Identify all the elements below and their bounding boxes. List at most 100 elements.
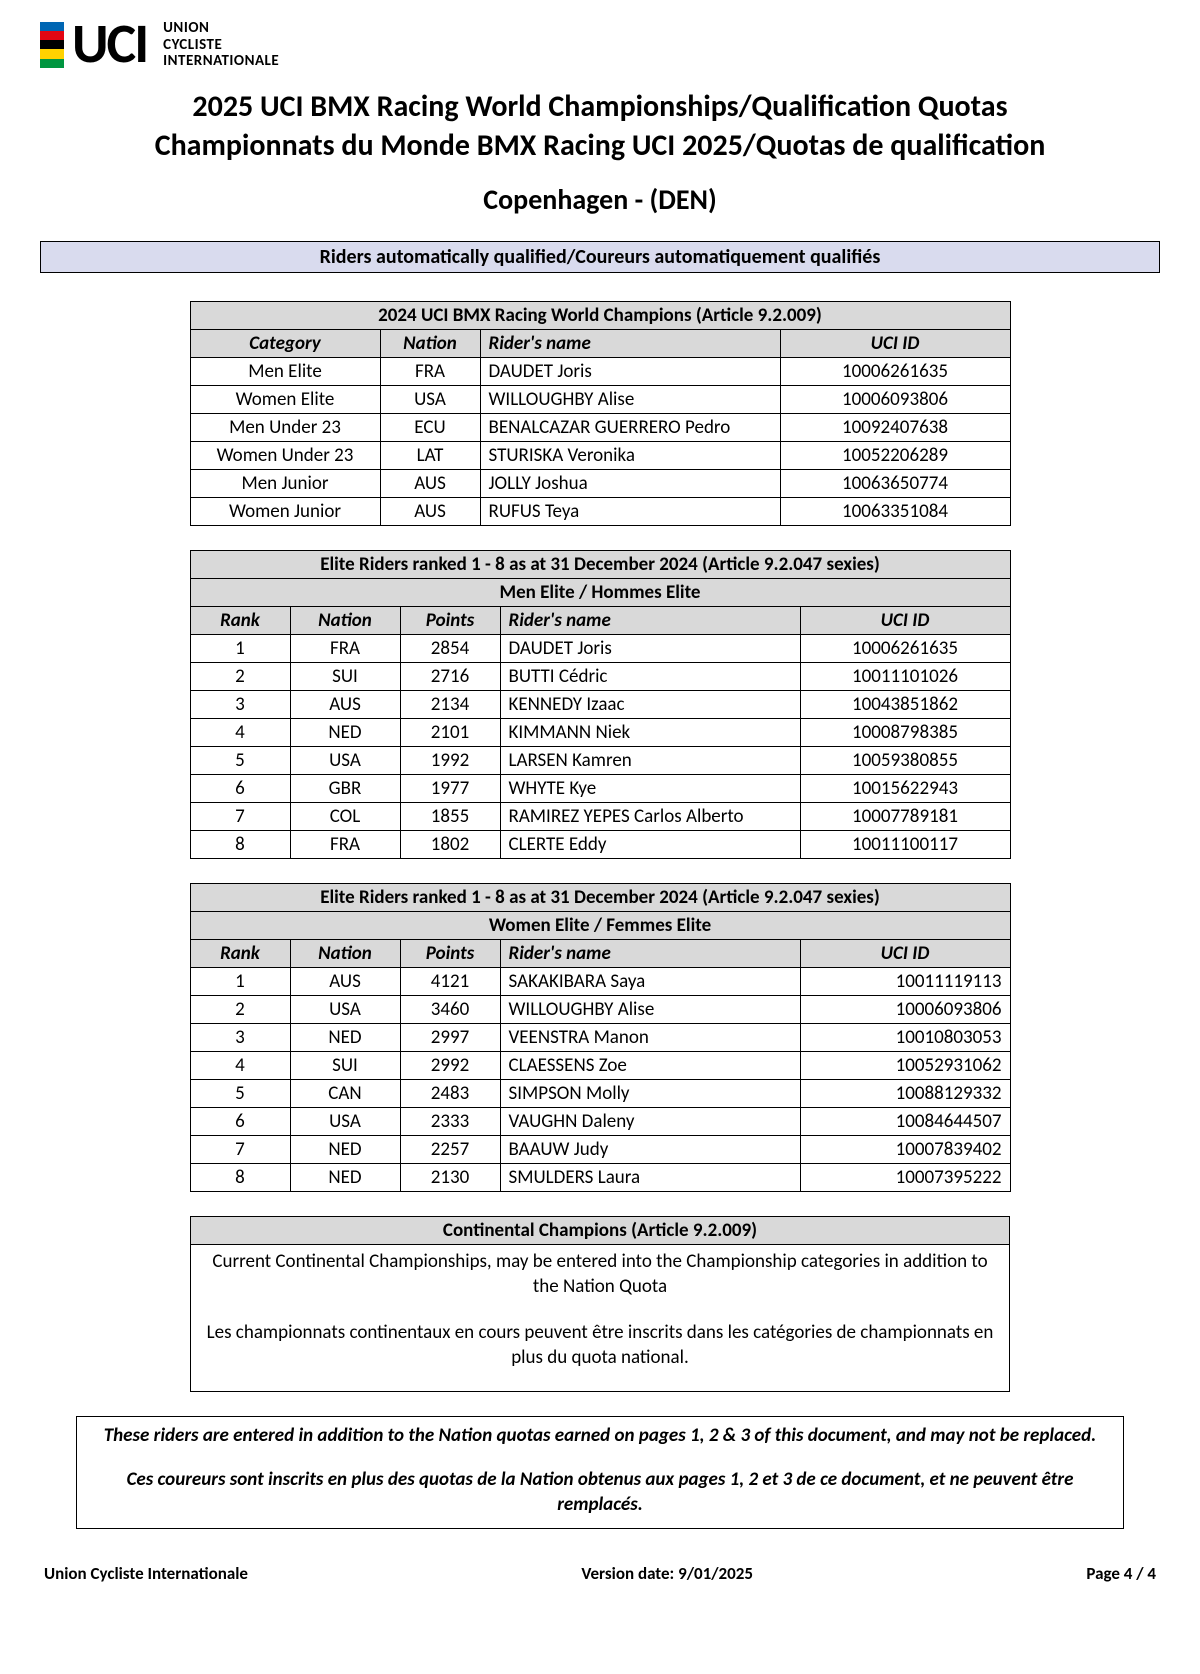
note-title: Continental Champions (Article 9.2.009) [191, 1217, 1009, 1245]
table-row: Men JuniorAUSJOLLY Joshua10063650774 [190, 469, 1010, 497]
cell-rider: KIMMANN Niek [500, 718, 800, 746]
table-row: 3NED2997VEENSTRA Manon10010803053 [190, 1023, 1010, 1051]
cell-nation: FRA [380, 357, 480, 385]
col-nation: Nation [290, 939, 400, 967]
footer-note-box: These riders are entered in addition to … [76, 1416, 1124, 1529]
org-name: UNION CYCLISTE INTERNATIONALE [163, 20, 279, 70]
cell-uciid: 10010803053 [800, 1023, 1010, 1051]
cell-points: 2333 [400, 1107, 500, 1135]
cell-uciid: 10006093806 [800, 995, 1010, 1023]
cell-rider: WILLOUGHBY Alise [500, 995, 800, 1023]
cell-rider: DAUDET Joris [500, 634, 800, 662]
col-uciid: UCI ID [800, 939, 1010, 967]
cell-rider: BUTTI Cédric [500, 662, 800, 690]
cell-uciid: 10063351084 [780, 497, 1010, 525]
cell-uciid: 10006093806 [780, 385, 1010, 413]
page-title: 2025 UCI BMX Racing World Championships/… [40, 88, 1160, 125]
cell-rank: 1 [190, 967, 290, 995]
continental-note: Continental Champions (Article 9.2.009) … [190, 1216, 1010, 1393]
cell-nation: USA [290, 746, 400, 774]
cell-rider: VEENSTRA Manon [500, 1023, 800, 1051]
page-footer: Union Cycliste Internationale Version da… [40, 1563, 1160, 1584]
cell-uciid: 10084644507 [800, 1107, 1010, 1135]
cell-rider: JOLLY Joshua [480, 469, 780, 497]
col-uciid: UCI ID [780, 329, 1010, 357]
logo-block: UCI UNION CYCLISTE INTERNATIONALE [40, 20, 1160, 70]
footer-note-en: These riders are entered in addition to … [91, 1423, 1109, 1449]
table-row: 8FRA1802CLERTE Eddy10011100117 [190, 830, 1010, 858]
women-elite-table: Elite Riders ranked 1 - 8 as at 31 Decem… [190, 883, 1011, 1192]
cell-uciid: 10011101026 [800, 662, 1010, 690]
cell-points: 1802 [400, 830, 500, 858]
cell-points: 2130 [400, 1163, 500, 1191]
cell-uciid: 10052206289 [780, 441, 1010, 469]
cell-nation: NED [290, 1023, 400, 1051]
location-heading: Copenhagen - (DEN) [40, 182, 1160, 217]
table-row: 2USA3460WILLOUGHBY Alise10006093806 [190, 995, 1010, 1023]
table-row: 8NED2130SMULDERS Laura10007395222 [190, 1163, 1010, 1191]
cell-rank: 8 [190, 830, 290, 858]
col-rank: Rank [190, 939, 290, 967]
cell-uciid: 10011119113 [800, 967, 1010, 995]
cell-rank: 3 [190, 1023, 290, 1051]
cell-nation: FRA [290, 830, 400, 858]
table-row: 5CAN2483SIMPSON Molly10088129332 [190, 1079, 1010, 1107]
cell-nation: USA [290, 995, 400, 1023]
table-row: 6USA2333VAUGHN Daleny10084644507 [190, 1107, 1010, 1135]
cell-rider: RAMIREZ YEPES Carlos Alberto [500, 802, 800, 830]
section-banner: Riders automatically qualified/Coureurs … [40, 241, 1160, 273]
note-paragraph-en: Current Continental Championships, may b… [203, 1249, 997, 1300]
cell-rank: 4 [190, 718, 290, 746]
table-row: 2SUI2716BUTTI Cédric10011101026 [190, 662, 1010, 690]
table-row: Men EliteFRADAUDET Joris10006261635 [190, 357, 1010, 385]
cell-points: 2716 [400, 662, 500, 690]
cell-rider: BAAUW Judy [500, 1135, 800, 1163]
cell-category: Men Under 23 [190, 413, 380, 441]
cell-nation: USA [380, 385, 480, 413]
cell-rank: 2 [190, 662, 290, 690]
col-nation: Nation [380, 329, 480, 357]
table-row: 4SUI2992CLAESSENS Zoe10052931062 [190, 1051, 1010, 1079]
cell-nation: COL [290, 802, 400, 830]
table-title: Elite Riders ranked 1 - 8 as at 31 Decem… [190, 883, 1010, 911]
footer-note-fr: Ces coureurs sont inscrits en plus des q… [91, 1467, 1109, 1518]
cell-rank: 3 [190, 690, 290, 718]
cell-nation: LAT [380, 441, 480, 469]
cell-rider: RUFUS Teya [480, 497, 780, 525]
table-row: 4NED2101KIMMANN Niek10008798385 [190, 718, 1010, 746]
cell-nation: NED [290, 718, 400, 746]
cell-rider: SMULDERS Laura [500, 1163, 800, 1191]
cell-rank: 1 [190, 634, 290, 662]
col-uciid: UCI ID [800, 606, 1010, 634]
table-row: 1AUS4121SAKAKIBARA Saya10011119113 [190, 967, 1010, 995]
col-rider: Rider's name [480, 329, 780, 357]
cell-rank: 7 [190, 802, 290, 830]
cell-nation: GBR [290, 774, 400, 802]
cell-nation: AUS [380, 497, 480, 525]
cell-nation: AUS [380, 469, 480, 497]
cell-rider: VAUGHN Daleny [500, 1107, 800, 1135]
cell-uciid: 10063650774 [780, 469, 1010, 497]
table-row: 7NED2257BAAUW Judy10007839402 [190, 1135, 1010, 1163]
cell-nation: SUI [290, 1051, 400, 1079]
cell-rank: 4 [190, 1051, 290, 1079]
cell-category: Women Under 23 [190, 441, 380, 469]
cell-rank: 7 [190, 1135, 290, 1163]
cell-rider: SAKAKIBARA Saya [500, 967, 800, 995]
table-title: 2024 UCI BMX Racing World Champions (Art… [190, 301, 1010, 329]
col-rank: Rank [190, 606, 290, 634]
cell-nation: NED [290, 1163, 400, 1191]
cell-uciid: 10007789181 [800, 802, 1010, 830]
cell-category: Men Junior [190, 469, 380, 497]
cell-rider: WHYTE Kye [500, 774, 800, 802]
cell-rider: CLERTE Eddy [500, 830, 800, 858]
table-title: Elite Riders ranked 1 - 8 as at 31 Decem… [190, 550, 1010, 578]
cell-nation: USA [290, 1107, 400, 1135]
cell-nation: NED [290, 1135, 400, 1163]
cell-category: Women Junior [190, 497, 380, 525]
cell-nation: FRA [290, 634, 400, 662]
cell-category: Women Elite [190, 385, 380, 413]
note-paragraph-fr: Les championnats continentaux en cours p… [203, 1320, 997, 1371]
table-row: 7COL1855RAMIREZ YEPES Carlos Alberto1000… [190, 802, 1010, 830]
cell-uciid: 10007395222 [800, 1163, 1010, 1191]
